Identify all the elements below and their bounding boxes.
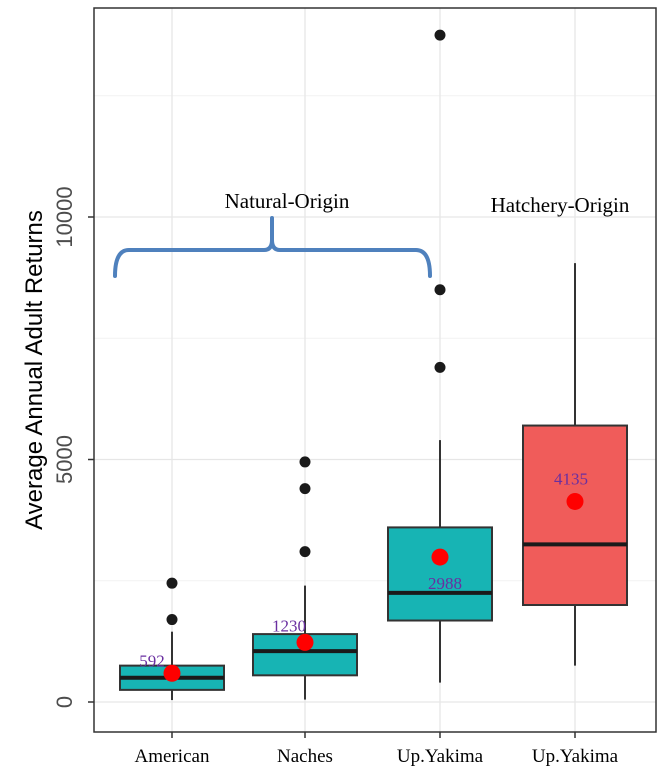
- box-4: [522, 263, 628, 666]
- x-tick-label: Up.Yakima: [397, 746, 484, 767]
- outlier-point: [434, 29, 446, 41]
- y-axis-ticks: 0 5000 10000: [52, 186, 94, 708]
- mean-label: 4135: [554, 469, 588, 488]
- box-3: [387, 29, 493, 683]
- outlier-point: [299, 546, 311, 558]
- y-tick-label: 0: [52, 696, 77, 708]
- mean-point: [566, 492, 584, 510]
- mean-label: 2988: [428, 574, 462, 593]
- outlier-point: [166, 577, 178, 589]
- x-axis-ticks: American Naches Up.Yakima Up.Yakima: [135, 732, 619, 767]
- plot-panel-border: [93, 7, 657, 733]
- hatchery-origin-label: Hatchery-Origin: [491, 193, 630, 217]
- grid-lines: [94, 8, 656, 732]
- y-tick-label: 10000: [52, 186, 77, 247]
- mean-point: [296, 633, 314, 651]
- mean-point: [163, 664, 181, 682]
- x-tick-label: Up.Yakima: [532, 746, 619, 767]
- box-iqr: [522, 424, 628, 606]
- box-2: [252, 456, 358, 700]
- outlier-point: [166, 614, 178, 626]
- x-tick-label: Naches: [277, 746, 333, 767]
- mean-point: [431, 548, 449, 566]
- y-tick-label: 5000: [52, 435, 77, 484]
- outlier-point: [434, 284, 446, 296]
- mean-label: 1230: [272, 616, 306, 635]
- mean-label: 592: [139, 651, 165, 670]
- x-tick-label: American: [135, 746, 210, 767]
- natural-origin-brace: [113, 216, 432, 278]
- box-iqr: [387, 526, 493, 622]
- box-iqr: [252, 633, 358, 677]
- outlier-point: [299, 456, 311, 468]
- mean-series: 592 1230 2988 4135: [139, 469, 588, 682]
- box-series: [119, 29, 628, 701]
- y-axis-label: Average Annual Adult Returns: [21, 210, 48, 530]
- outlier-point: [434, 361, 446, 373]
- outlier-point: [299, 483, 311, 495]
- natural-origin-label: Natural-Origin: [225, 189, 350, 213]
